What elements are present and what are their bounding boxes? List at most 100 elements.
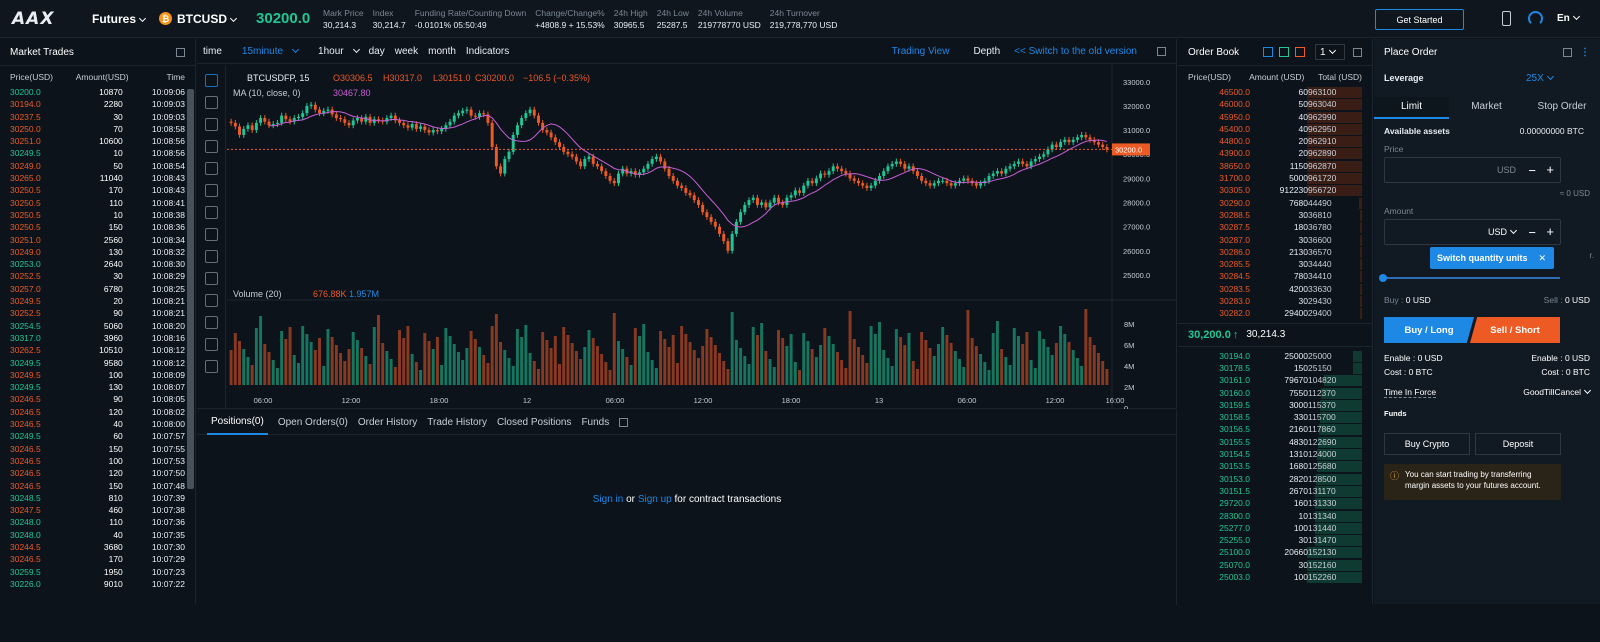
old-version-link[interactable]: << Switch to the old version <box>1014 45 1137 57</box>
positions-tab[interactable]: Trade History <box>427 416 487 428</box>
trend-line-icon[interactable] <box>204 96 218 109</box>
leverage-selector[interactable]: 25X <box>1526 72 1554 84</box>
order-row[interactable]: 30290.0 7680 44490 <box>1178 197 1372 209</box>
buy-crypto-button[interactable]: Buy Crypto <box>1384 433 1470 455</box>
interval-week[interactable]: week <box>394 45 419 57</box>
order-row[interactable]: 30156.5 2160 117860 <box>1178 423 1372 436</box>
deposit-button[interactable]: Deposit <box>1475 433 1561 455</box>
crosshair-icon[interactable] <box>204 74 218 87</box>
order-row[interactable]: 30284.5 780 34410 <box>1178 270 1372 283</box>
mobile-app-icon[interactable] <box>1502 11 1511 26</box>
pitchfork-icon[interactable] <box>204 118 218 131</box>
order-row[interactable]: 30153.5 1680 125680 <box>1178 460 1372 473</box>
order-row[interactable]: 30151.5 2670 131170 <box>1178 485 1372 497</box>
order-row[interactable]: 38650.0 1150 962870 <box>1178 160 1372 172</box>
tab-market[interactable]: Market <box>1471 101 1502 112</box>
order-row[interactable]: 30286.0 2130 36570 <box>1178 246 1372 258</box>
brush-icon[interactable] <box>204 140 218 153</box>
order-row[interactable]: 29720.0 160 131330 <box>1178 497 1372 510</box>
fib-icon[interactable] <box>204 206 218 219</box>
sign-up-link[interactable]: Sign up <box>637 494 672 505</box>
expand-icon[interactable] <box>176 47 185 57</box>
order-row[interactable]: 45400.0 40 962950 <box>1178 123 1372 135</box>
indicators-button[interactable]: Indicators <box>465 45 510 57</box>
view-asks-icon[interactable] <box>1295 47 1305 57</box>
order-row[interactable]: 44800.0 20 962910 <box>1178 135 1372 148</box>
zoom-icon[interactable] <box>204 272 218 285</box>
order-row[interactable]: 46500.0 60 963100 <box>1178 86 1372 98</box>
plus-icon[interactable]: + <box>1546 224 1554 239</box>
slider-handle[interactable] <box>1379 274 1387 282</box>
order-row[interactable]: 45950.0 40 962990 <box>1178 111 1372 123</box>
sell-short-button[interactable]: Sell / Short <box>1470 317 1560 343</box>
order-row[interactable]: 30160.0 7550 112370 <box>1178 387 1372 399</box>
buy-long-button[interactable]: Buy / Long <box>1384 317 1474 343</box>
expand-icon[interactable] <box>1563 48 1572 57</box>
order-row[interactable]: 30305.0 912230 956720 <box>1178 184 1372 197</box>
pattern-icon[interactable] <box>204 184 218 197</box>
order-row[interactable]: 30288.5 30 36810 <box>1178 209 1372 221</box>
depth-selector[interactable]: 1 <box>1315 44 1345 60</box>
order-row[interactable]: 30283.0 30 29430 <box>1178 295 1372 308</box>
order-row[interactable]: 31700.0 5000 961720 <box>1178 172 1372 185</box>
order-row[interactable]: 25003.0 100 152260 <box>1178 571 1372 583</box>
view-bids-icon[interactable] <box>1279 47 1289 57</box>
back-arrow-icon[interactable] <box>204 228 218 241</box>
close-icon[interactable]: ✕ <box>1538 252 1546 263</box>
order-row[interactable]: 25100.0 20660 152130 <box>1178 546 1372 559</box>
aax-logo[interactable]: AAX <box>12 8 55 29</box>
order-row[interactable]: 30178.5 150 25150 <box>1178 362 1372 374</box>
time-in-force-selector[interactable]: GoodTillCancel <box>1523 386 1592 397</box>
order-row[interactable]: 25070.0 30 152160 <box>1178 559 1372 571</box>
order-row[interactable]: 30159.5 3000 115370 <box>1178 399 1372 411</box>
interval-month[interactable]: month <box>428 45 456 57</box>
order-row[interactable]: 30287.5 180 36780 <box>1178 221 1372 234</box>
magnet-icon[interactable] <box>204 294 218 307</box>
eye-icon[interactable] <box>204 360 218 373</box>
expand-icon[interactable] <box>1157 46 1166 56</box>
price-chart[interactable]: 33000.032000.031000.030000.029000.028000… <box>227 65 1177 409</box>
lock-icon[interactable] <box>204 338 218 351</box>
symbol-selector[interactable]: BTCUSD <box>177 12 238 26</box>
order-row[interactable]: 30194.0 25000 25000 <box>1178 350 1372 362</box>
plus-icon[interactable]: + <box>1546 162 1554 177</box>
positions-tab[interactable]: Funds <box>581 416 610 428</box>
expand-icon[interactable] <box>619 417 629 427</box>
interval-selector[interactable]: 15minute <box>232 45 300 57</box>
trading-view-tab[interactable]: Trading View <box>891 45 950 57</box>
tab-limit[interactable]: Limit <box>1374 97 1449 119</box>
order-row[interactable]: 43900.0 20 962890 <box>1178 147 1372 160</box>
order-row[interactable]: 30155.5 4830 122690 <box>1178 436 1372 448</box>
text-icon[interactable] <box>204 162 218 175</box>
expand-icon[interactable] <box>1353 47 1362 57</box>
order-row[interactable]: 46000.0 50 963040 <box>1178 98 1372 111</box>
minus-icon[interactable]: − <box>1528 225 1536 240</box>
order-row[interactable]: 30158.5 330 115700 <box>1178 411 1372 424</box>
view-both-icon[interactable] <box>1263 47 1273 57</box>
order-row[interactable]: 30282.0 29400 29400 <box>1178 307 1372 320</box>
order-row[interactable]: 30153.0 2820 128500 <box>1178 473 1372 485</box>
positions-tab[interactable]: Order History <box>357 416 418 428</box>
get-started-button[interactable]: Get Started <box>1375 9 1464 30</box>
order-row[interactable]: 30283.5 4200 33630 <box>1178 283 1372 295</box>
scrollbar[interactable] <box>187 89 194 489</box>
support-headset-icon[interactable] <box>1528 11 1543 26</box>
order-row[interactable]: 25277.0 100 131440 <box>1178 522 1372 534</box>
order-row[interactable]: 25255.0 30 131470 <box>1178 534 1372 547</box>
tab-stop-order[interactable]: Stop Order <box>1537 101 1587 112</box>
amount-slider[interactable] <box>1384 277 1560 279</box>
lock-draw-icon[interactable] <box>204 316 218 329</box>
amount-input[interactable]: USD − + <box>1384 219 1561 245</box>
positions-tab[interactable]: Open Orders(0) <box>277 416 348 428</box>
order-row[interactable]: 28300.0 10 131340 <box>1178 510 1372 522</box>
order-row[interactable]: 30287.0 30 36600 <box>1178 234 1372 246</box>
more-icon[interactable]: ⋮ <box>1580 47 1590 58</box>
language-selector[interactable]: En <box>1557 12 1580 24</box>
hour-selector[interactable]: 1hour <box>308 45 360 57</box>
depth-tab[interactable]: Depth <box>973 45 1001 57</box>
interval-day[interactable]: day <box>368 45 385 57</box>
order-row[interactable]: 30161.0 79670 104820 <box>1178 374 1372 387</box>
order-row[interactable]: 30154.5 1310 124000 <box>1178 448 1372 461</box>
order-row[interactable]: 30285.5 30 34440 <box>1178 258 1372 271</box>
price-input[interactable]: USD − + <box>1384 157 1561 183</box>
